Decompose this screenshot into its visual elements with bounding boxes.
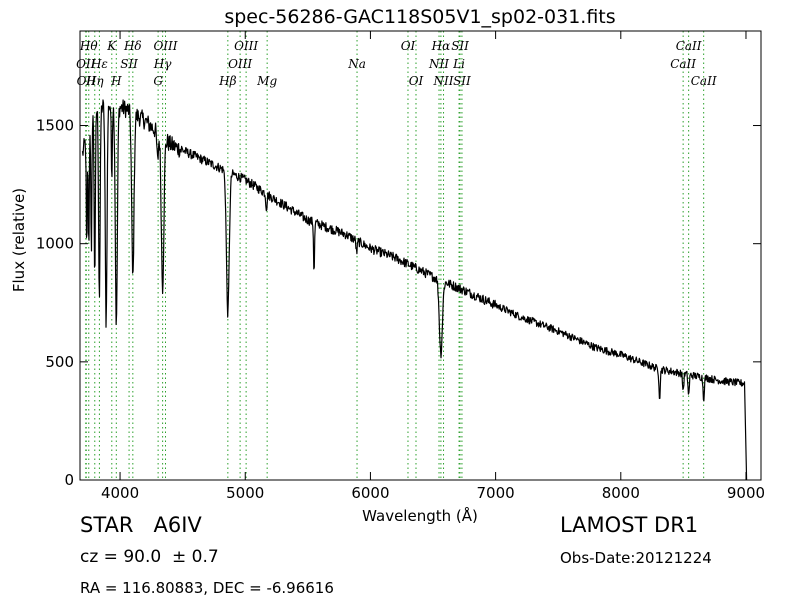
x-tick-label-5: 9000 bbox=[727, 484, 765, 502]
line-label-15: Mg bbox=[256, 74, 277, 88]
y-axis: 0 500 1000 1500 bbox=[36, 117, 761, 489]
y-tick-label-3: 1500 bbox=[36, 117, 74, 135]
x-axis-label: Wavelength (Å) bbox=[362, 506, 478, 525]
line-label-6: H bbox=[110, 74, 122, 88]
line-label-20: Hα bbox=[431, 39, 451, 53]
line-label-13: OIII bbox=[228, 57, 252, 71]
star-classification: STAR A6IV bbox=[80, 513, 202, 537]
line-label-18: OI bbox=[409, 74, 424, 88]
line-label-14: OIII bbox=[234, 39, 258, 53]
line-label-22: Li bbox=[452, 57, 465, 71]
survey-name: LAMOST DR1 bbox=[560, 513, 699, 537]
line-label-9: G bbox=[153, 74, 163, 88]
coordinates: RA = 116.80883, DEC = -6.96616 bbox=[80, 579, 334, 597]
line-label-19: NII bbox=[428, 57, 449, 71]
y-tick-label-2: 1000 bbox=[36, 235, 74, 253]
line-label-11: OIII bbox=[153, 39, 177, 53]
y-axis-label: Flux (relative) bbox=[10, 188, 28, 292]
x-tick-label-2: 6000 bbox=[351, 484, 389, 502]
line-label-23: SII bbox=[451, 39, 469, 53]
line-labels: OII OII Hθ Hη Hε K H SII Hδ G Hγ OIII Hβ OIII OIII Mg Na… bbox=[76, 39, 717, 88]
line-label-12: Hβ bbox=[218, 74, 236, 88]
line-label-16: Na bbox=[347, 57, 366, 71]
chart-title: spec-56286-GAC118S05V1_sp02-031.fits bbox=[224, 6, 615, 28]
line-label-1: OII bbox=[77, 74, 97, 88]
line-label-7: SII bbox=[120, 57, 138, 71]
line-label-10: Hγ bbox=[153, 57, 172, 71]
line-label-8: Hδ bbox=[123, 39, 142, 53]
redshift-value: cz = 90.0 ± 0.7 bbox=[80, 547, 219, 567]
spectrum-line bbox=[81, 99, 748, 481]
y-tick-label-0: 0 bbox=[64, 471, 74, 489]
line-label-25: CaII bbox=[670, 57, 696, 71]
y-tick-label-1: 500 bbox=[45, 353, 74, 371]
line-label-27: CaII bbox=[691, 74, 717, 88]
line-label-17: OI bbox=[401, 39, 416, 53]
line-label-0: OII bbox=[76, 57, 96, 71]
line-label-2: Hθ bbox=[79, 39, 98, 53]
x-tick-label-3: 7000 bbox=[477, 484, 515, 502]
line-label-21: NII bbox=[433, 74, 454, 88]
x-axis: 4000 5000 6000 7000 8000 9000 bbox=[101, 31, 765, 502]
x-tick-label-0: 4000 bbox=[101, 484, 139, 502]
line-label-5: K bbox=[106, 39, 117, 53]
line-label-3: Hη bbox=[85, 74, 104, 88]
x-tick-label-4: 8000 bbox=[602, 484, 640, 502]
observation-date: Obs-Date:20121224 bbox=[560, 549, 712, 567]
line-label-4: Hε bbox=[90, 57, 108, 71]
plot-frame bbox=[79, 30, 762, 481]
x-tick-label-1: 5000 bbox=[226, 484, 264, 502]
line-markers bbox=[85, 31, 705, 480]
line-label-24: SII bbox=[453, 74, 471, 88]
line-label-26: CaII bbox=[676, 39, 702, 53]
